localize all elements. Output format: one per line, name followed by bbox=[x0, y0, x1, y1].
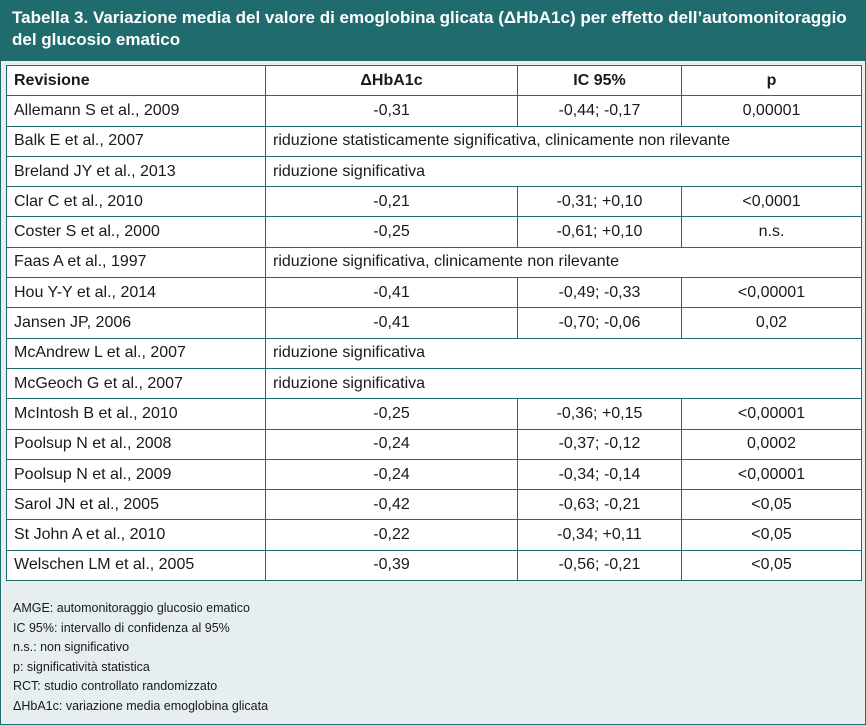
cell-review: Clar C et al., 2010 bbox=[6, 186, 266, 218]
cell-review: McIntosh B et al., 2010 bbox=[6, 398, 266, 430]
cell-ic: -0,56; -0,21 bbox=[517, 549, 682, 582]
cell-ic: -0,37; -0,12 bbox=[517, 428, 682, 460]
footnote: RCT: studio controllato randomizzato bbox=[13, 679, 218, 693]
cell-hba1c: -0,24 bbox=[265, 458, 518, 491]
cell-hba1c: -0,25 bbox=[265, 216, 518, 248]
table-row: Breland JY et al., 2013 riduzione signif… bbox=[6, 155, 862, 188]
cell-hba1c: -0,24 bbox=[265, 428, 518, 460]
cell-hba1c: -0,42 bbox=[265, 489, 518, 521]
cell-review: St John A et al., 2010 bbox=[6, 519, 266, 551]
cell-hba1c: -0,21 bbox=[265, 186, 518, 218]
cell-note: riduzione significativa bbox=[265, 155, 862, 188]
header-p: p bbox=[681, 64, 862, 97]
cell-review: Sarol JN et al., 2005 bbox=[6, 489, 266, 521]
cell-hba1c: -0,41 bbox=[265, 307, 518, 339]
cell-review: McGeoch G et al., 2007 bbox=[6, 367, 266, 400]
cell-review: Faas A et al., 1997 bbox=[6, 246, 266, 279]
cell-note: riduzione statisticamente significativa,… bbox=[265, 125, 862, 157]
cell-ic: -0,31; +0,10 bbox=[517, 186, 682, 218]
cell-ic: -0,61; +0,10 bbox=[517, 216, 682, 248]
table-row: McAndrew L et al., 2007 riduzione signif… bbox=[6, 337, 862, 369]
footnote: AMGE: automonitoraggio glucosio ematico bbox=[13, 601, 250, 615]
cell-p: <0,05 bbox=[681, 519, 862, 551]
table-row: Poolsup N et al., 2009 -0,24 -0,34; -0,1… bbox=[6, 458, 862, 491]
table-row: Clar C et al., 2010 -0,21 -0,31; +0,10 <… bbox=[6, 186, 862, 218]
results-table: Revisione ΔHbA1c IC 95% p Allemann S et … bbox=[6, 64, 862, 582]
table-row: Allemann S et al., 2009 -0,31 -0,44; -0,… bbox=[6, 95, 862, 127]
cell-p: <0,00001 bbox=[681, 398, 862, 430]
cell-hba1c: -0,31 bbox=[265, 95, 518, 127]
cell-review: Allemann S et al., 2009 bbox=[6, 95, 266, 127]
cell-p: <0,00001 bbox=[681, 277, 862, 309]
cell-review: Welschen LM et al., 2005 bbox=[6, 549, 266, 582]
cell-hba1c: -0,25 bbox=[265, 398, 518, 430]
cell-ic: -0,70; -0,06 bbox=[517, 307, 682, 339]
cell-review: Coster S et al., 2000 bbox=[6, 216, 266, 248]
cell-p: 0,0002 bbox=[681, 428, 862, 460]
table-footnotes: AMGE: automonitoraggio glucosio ematico … bbox=[13, 599, 268, 716]
header-hba1c: ΔHbA1c bbox=[265, 64, 518, 97]
table-title: Tabella 3. Variazione media del valore d… bbox=[1, 1, 865, 61]
header-revisione: Revisione bbox=[6, 64, 266, 97]
cell-review: Breland JY et al., 2013 bbox=[6, 155, 266, 188]
cell-note: riduzione significativa bbox=[265, 337, 862, 369]
cell-review: McAndrew L et al., 2007 bbox=[6, 337, 266, 369]
table-row: Sarol JN et al., 2005 -0,42 -0,63; -0,21… bbox=[6, 489, 862, 521]
table-row: McIntosh B et al., 2010 -0,25 -0,36; +0,… bbox=[6, 398, 862, 430]
cell-p: 0,02 bbox=[681, 307, 862, 339]
cell-ic: -0,34; -0,14 bbox=[517, 458, 682, 491]
cell-review: Poolsup N et al., 2009 bbox=[6, 458, 266, 491]
table-row: Poolsup N et al., 2008 -0,24 -0,37; -0,1… bbox=[6, 428, 862, 460]
footnote: p: significatività statistica bbox=[13, 659, 150, 674]
cell-p: n.s. bbox=[681, 216, 862, 248]
table-row: St John A et al., 2010 -0,22 -0,34; +0,1… bbox=[6, 519, 862, 551]
cell-p: <0,05 bbox=[681, 549, 862, 582]
table-header-row: Revisione ΔHbA1c IC 95% p bbox=[6, 64, 862, 97]
table-row: Faas A et al., 1997 riduzione significat… bbox=[6, 246, 862, 279]
cell-p: <0,05 bbox=[681, 489, 862, 521]
cell-review: Balk E et al., 2007 bbox=[6, 125, 266, 157]
table-row: McGeoch G et al., 2007 riduzione signifi… bbox=[6, 367, 862, 400]
cell-note: riduzione significativa bbox=[265, 367, 862, 400]
table-row: Jansen JP, 2006 -0,41 -0,70; -0,06 0,02 bbox=[6, 307, 862, 339]
cell-ic: -0,63; -0,21 bbox=[517, 489, 682, 521]
cell-note: riduzione significativa, clinicamente no… bbox=[265, 246, 862, 279]
cell-review: Hou Y-Y et al., 2014 bbox=[6, 277, 266, 309]
footnote: n.s.: non significativo bbox=[13, 640, 130, 654]
cell-ic: -0,34; +0,11 bbox=[517, 519, 682, 551]
cell-ic: -0,44; -0,17 bbox=[517, 95, 682, 127]
cell-p: 0,00001 bbox=[681, 95, 862, 127]
cell-ic: -0,36; +0,15 bbox=[517, 398, 682, 430]
header-ic95: IC 95% bbox=[517, 64, 682, 97]
cell-hba1c: -0,22 bbox=[265, 519, 518, 551]
cell-review: Jansen JP, 2006 bbox=[6, 307, 266, 339]
cell-hba1c: -0,39 bbox=[265, 549, 518, 582]
cell-ic: -0,49; -0,33 bbox=[517, 277, 682, 309]
table-row: Balk E et al., 2007 riduzione statistica… bbox=[6, 125, 862, 157]
table-row: Coster S et al., 2000 -0,25 -0,61; +0,10… bbox=[6, 216, 862, 248]
cell-review: Poolsup N et al., 2008 bbox=[6, 428, 266, 460]
cell-p: <0,00001 bbox=[681, 458, 862, 491]
cell-p: <0,0001 bbox=[681, 186, 862, 218]
footnote: ΔHbA1c: variazione media emoglobina glic… bbox=[13, 698, 269, 713]
table-row: Welschen LM et al., 2005 -0,39 -0,56; -0… bbox=[6, 549, 862, 582]
cell-hba1c: -0,41 bbox=[265, 277, 518, 309]
footnote: IC 95%: intervallo di confidenza al 95% bbox=[13, 620, 230, 635]
table-row: Hou Y-Y et al., 2014 -0,41 -0,49; -0,33 … bbox=[6, 277, 862, 309]
